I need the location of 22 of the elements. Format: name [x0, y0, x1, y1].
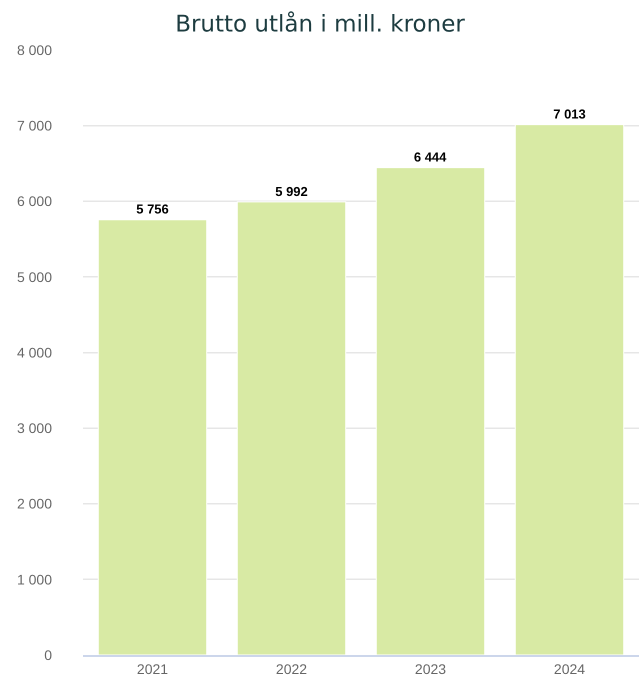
y-tick-label: 2 000 — [16, 496, 52, 512]
x-tick-label: 2023 — [414, 660, 446, 677]
y-tick-label: 0 — [44, 646, 52, 663]
bar — [236, 201, 346, 655]
data-label: 5 992 — [275, 184, 308, 199]
y-tick-label: 6 000 — [16, 193, 52, 210]
bar — [514, 124, 624, 655]
data-label: 5 756 — [136, 202, 169, 217]
y-tick-label: 5 000 — [16, 268, 52, 285]
x-tick-label: 2022 — [276, 660, 308, 677]
y-tick-label: 1 000 — [16, 571, 52, 588]
x-tick-label: 2024 — [554, 660, 586, 677]
data-label: 6 444 — [414, 150, 448, 165]
y-tick-label: 7 000 — [16, 118, 52, 134]
y-tick-label: 8 000 — [16, 42, 52, 58]
data-label: 7 013 — [553, 106, 586, 122]
bar — [98, 219, 208, 655]
y-tick-label: 4 000 — [16, 344, 52, 360]
chart-title: Brutto utlån i mill. kroner — [175, 10, 466, 38]
y-tick-label: 3 000 — [16, 420, 52, 436]
x-tick-label: 2021 — [136, 660, 168, 677]
bar — [376, 167, 486, 655]
